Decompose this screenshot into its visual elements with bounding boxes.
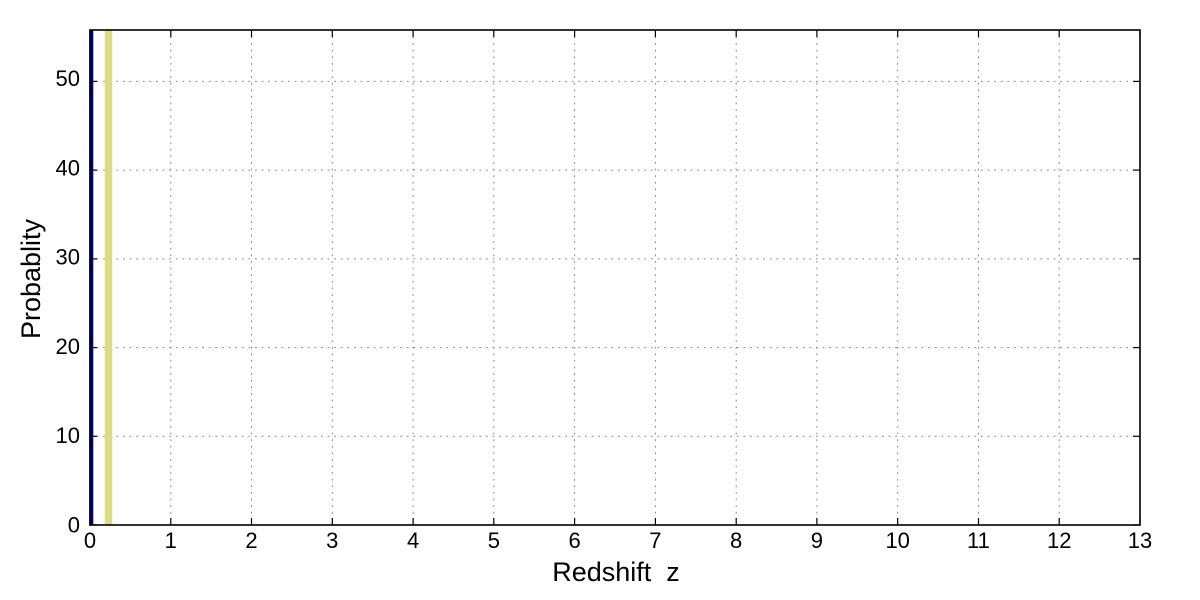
svg-text:Probablity: Probablity [16,218,46,339]
